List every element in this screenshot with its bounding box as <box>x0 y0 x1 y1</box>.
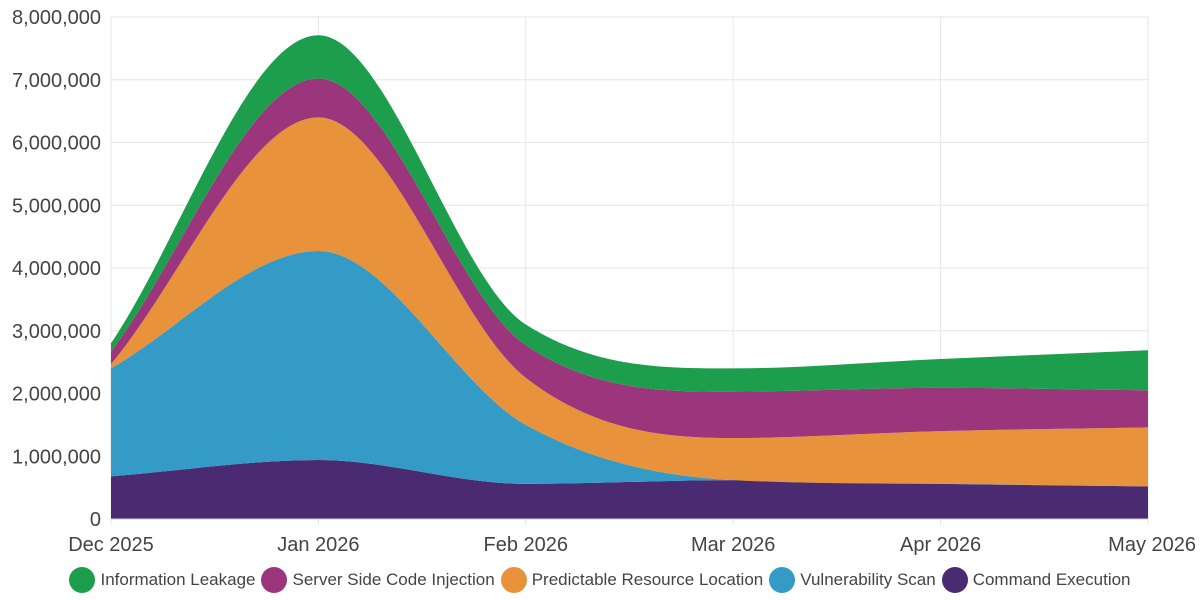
y-tick-label: 6,000,000 <box>12 133 101 155</box>
x-tick-label: May 2026 <box>1108 534 1196 556</box>
area-series-vulnerability-scan <box>111 251 1148 487</box>
legend-item-predictable-resource-location[interactable]: Predictable Resource Location <box>500 567 764 593</box>
legend-swatch <box>261 567 288 593</box>
y-tick-label: 2,000,000 <box>12 384 101 406</box>
y-tick-label: 1,000,000 <box>12 446 101 468</box>
y-tick-label: 4,000,000 <box>12 258 101 280</box>
y-tick-label: 5,000,000 <box>12 195 101 217</box>
legend: Information Leakage Server Side Code Inj… <box>0 560 1200 600</box>
x-tick-label: Mar 2026 <box>691 534 776 556</box>
legend-item-information-leakage[interactable]: Information Leakage <box>69 567 255 593</box>
legend-swatch <box>500 567 527 593</box>
legend-label: Predictable Resource Location <box>531 570 764 589</box>
legend-swatch <box>769 567 796 593</box>
legend-item-command-execution[interactable]: Command Execution <box>941 567 1131 593</box>
series-areas <box>111 35 1148 519</box>
legend-label: Server Side Code Injection <box>292 570 495 589</box>
area-series-server-side-code-injection <box>111 78 1148 439</box>
axes: 0 1,000,000 2,000,000 3,000,000 4,000,000 5,0… <box>12 7 1196 556</box>
legend-swatch <box>69 567 96 593</box>
legend-item-vulnerability-scan[interactable]: Vulnerability Scan <box>769 567 936 593</box>
chart-plot: 0 1,000,000 2,000,000 3,000,000 4,000,000 5,0… <box>12 7 1196 556</box>
area-series-information-leakage <box>111 35 1148 392</box>
legend-item-server-side-code-injection[interactable]: Server Side Code Injection <box>261 567 495 593</box>
y-tick-label: 8,000,000 <box>12 7 101 29</box>
legend-label: Command Execution <box>972 570 1131 589</box>
x-tick-label: Jan 2026 <box>277 534 359 556</box>
legend-label: Vulnerability Scan <box>800 570 936 589</box>
area-series-predictable-resource-location <box>111 117 1148 487</box>
y-tick-label: 7,000,000 <box>12 70 101 92</box>
y-tick-label: 0 <box>90 509 101 531</box>
x-tick-label: Feb 2026 <box>484 534 569 556</box>
x-tick-label: Apr 2026 <box>900 534 981 556</box>
x-tick-label: Dec 2025 <box>68 534 154 556</box>
legend-swatch <box>941 567 968 593</box>
legend-label: Information Leakage <box>100 570 256 589</box>
area-series-command-execution <box>111 460 1148 519</box>
y-tick-label: 3,000,000 <box>12 321 101 343</box>
